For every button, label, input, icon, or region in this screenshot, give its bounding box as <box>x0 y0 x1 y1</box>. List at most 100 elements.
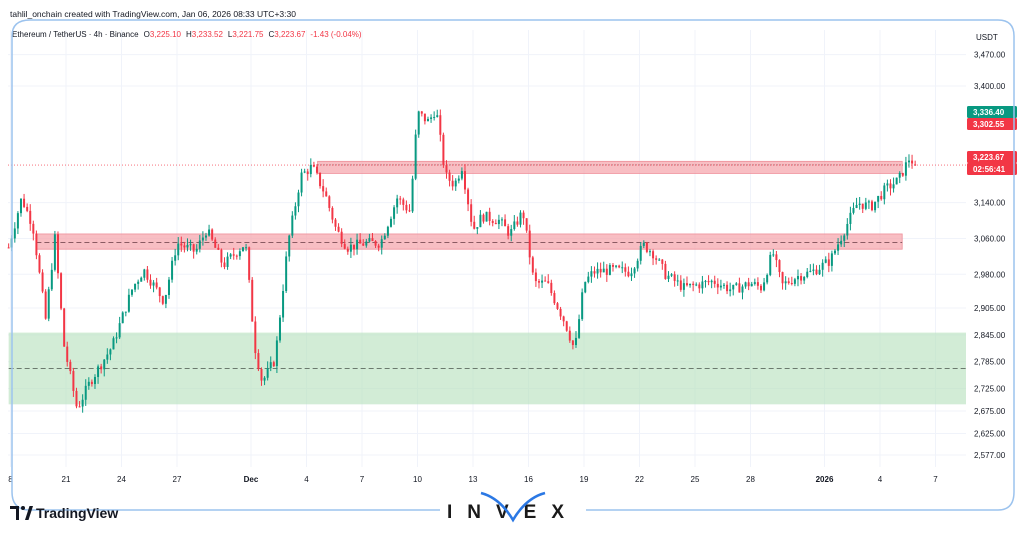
candle-body <box>621 267 624 269</box>
price-tag-label: 3,302.55 <box>973 120 1005 129</box>
candle-body <box>433 116 436 118</box>
candle-up <box>164 294 167 309</box>
candle-down <box>565 320 568 332</box>
candle-body <box>824 259 827 263</box>
candle-body <box>204 235 207 238</box>
candle-up <box>793 277 796 287</box>
candle-down <box>78 401 81 408</box>
candle-up <box>633 266 636 278</box>
candle-body <box>778 260 781 273</box>
candle-body <box>405 204 408 211</box>
candle-down <box>180 236 183 252</box>
candle-down <box>901 172 904 177</box>
candle-body <box>843 235 846 241</box>
candle-body <box>238 251 241 257</box>
candle-body <box>541 280 544 283</box>
candle-up <box>812 263 815 276</box>
tradingview-icon <box>10 506 19 520</box>
candle-body <box>19 198 22 214</box>
candle-down <box>482 213 485 224</box>
candle-down <box>790 276 793 286</box>
candle-body <box>479 214 482 228</box>
candle-up <box>735 282 738 286</box>
candle-down <box>778 259 781 278</box>
candle-body <box>676 280 679 282</box>
x-tick-label: 10 <box>413 475 422 484</box>
candle-down <box>214 237 217 248</box>
candle-body <box>408 210 411 212</box>
candle-body <box>303 171 306 173</box>
candle-body <box>547 281 550 283</box>
candle-body <box>439 115 442 135</box>
candle-up <box>430 114 433 123</box>
candle-body <box>803 277 806 281</box>
candle-body <box>346 248 349 252</box>
candle-down <box>423 113 426 125</box>
candle-body <box>827 259 830 266</box>
candle-down <box>63 307 66 347</box>
candle-body <box>365 241 368 246</box>
candle-body <box>241 247 244 252</box>
candle-body <box>513 221 516 230</box>
candle-down <box>679 275 682 292</box>
candle-up <box>303 168 306 174</box>
candle-up <box>895 177 898 185</box>
candle-down <box>211 228 214 241</box>
candle-body <box>590 271 593 277</box>
candle-body <box>800 276 803 281</box>
candle-up <box>824 256 827 264</box>
symbol-name: Ethereum / TetherUS · 4h · Binance <box>12 30 139 39</box>
candle-up <box>417 110 420 138</box>
candle-body <box>38 255 41 273</box>
candle-up <box>171 256 174 283</box>
candle-body <box>482 214 485 222</box>
ohlc-key: C <box>268 30 274 39</box>
candle-up <box>460 167 463 181</box>
candle-down <box>599 262 602 278</box>
candle-down <box>618 264 621 269</box>
candle-body <box>143 269 146 278</box>
candle-body <box>516 221 519 225</box>
candle-body <box>60 273 63 309</box>
candle-up <box>140 276 143 282</box>
candle-down <box>537 278 540 289</box>
candle-body <box>7 247 10 249</box>
support-zone <box>8 332 966 405</box>
candle-down <box>445 160 448 179</box>
candle-down <box>516 216 519 227</box>
candle-up <box>892 177 895 193</box>
candle-body <box>787 281 790 284</box>
price-tag-label: 02:56:41 <box>973 165 1006 174</box>
candle-down <box>562 315 565 327</box>
candle-body <box>719 285 722 288</box>
candle-body <box>325 191 328 197</box>
candle-body <box>47 289 50 319</box>
candle-up <box>134 283 137 293</box>
candle-up <box>840 235 843 247</box>
candle-up <box>112 336 115 350</box>
candle-body <box>830 253 833 266</box>
candle-up <box>152 280 155 293</box>
candle-up <box>833 249 836 256</box>
creator-line: tahlil_onchain created with TradingView.… <box>10 9 296 19</box>
candle-body <box>454 180 457 187</box>
candle-body <box>744 282 747 287</box>
candle-down <box>870 199 873 212</box>
candle-body <box>29 210 32 224</box>
candle-body <box>664 263 667 279</box>
candle-up <box>596 262 599 279</box>
candle-body <box>732 284 735 290</box>
candle-body <box>337 226 340 232</box>
candle-up <box>208 224 211 237</box>
candle-body <box>880 195 883 200</box>
candle-down <box>605 264 608 282</box>
candle-body <box>214 239 217 248</box>
candle-body <box>633 268 636 274</box>
candle-down <box>655 255 658 265</box>
candle-up <box>719 279 722 291</box>
candle-body <box>840 240 843 245</box>
candle-body <box>192 244 195 252</box>
candle-down <box>322 179 325 198</box>
candle-up <box>454 178 457 191</box>
